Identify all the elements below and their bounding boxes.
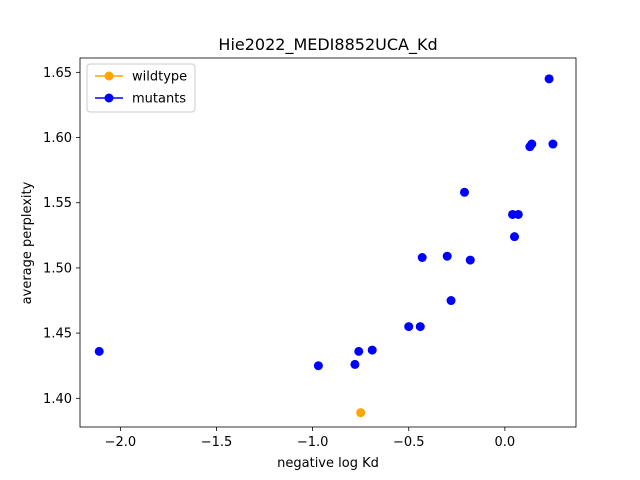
data-point-mutants (548, 139, 558, 149)
data-point-mutants (404, 322, 414, 332)
plot-area: −2.0 −1.5 −1.0 −0.5 0.0 1.40 1.45 1.50 1.55 1.60 1… (43, 57, 577, 450)
y-tick-label: 1.40 (43, 392, 72, 407)
data-point-mutants (350, 359, 360, 369)
y-tick-label: 1.50 (43, 261, 72, 276)
axes-frame (79, 57, 577, 428)
y-tick-label: 1.55 (43, 196, 72, 211)
x-tick-label: −0.5 (393, 435, 425, 450)
data-point-mutants (94, 346, 104, 356)
data-point-mutants (513, 209, 523, 219)
y-axis-label: average perplexity (20, 181, 35, 304)
y-tick-label: 1.45 (43, 327, 72, 342)
chart-title: Hie2022_MEDI8852UCA_Kd (218, 35, 437, 55)
data-point-mutants (544, 74, 554, 84)
x-tick-label: −1.0 (297, 435, 329, 450)
data-point-mutants (459, 187, 469, 197)
x-axis-label: negative log Kd (277, 456, 379, 471)
legend-label-mutants: mutants (132, 92, 186, 107)
data-point-mutants (415, 322, 425, 332)
data-point-wildtype (356, 408, 366, 418)
x-tick-label: 0.0 (495, 435, 516, 450)
legend-marker-wildtype (104, 71, 114, 81)
data-point-mutants (465, 255, 475, 265)
y-tick-label: 1.65 (43, 66, 72, 81)
data-point-mutants (354, 346, 364, 356)
x-tick-label: −2.0 (105, 435, 137, 450)
data-point-mutants (446, 296, 456, 306)
x-tick-label: −1.5 (201, 435, 233, 450)
data-point-mutants (417, 252, 427, 262)
data-point-mutants (313, 361, 323, 371)
data-point-mutants (367, 345, 377, 355)
data-point-mutants (527, 139, 537, 149)
legend-marker-mutants (104, 93, 114, 103)
data-point-mutants (442, 251, 452, 261)
data-point-mutants (509, 232, 519, 242)
legend-label-wildtype: wildtype (132, 70, 187, 85)
y-tick-label: 1.60 (43, 131, 72, 146)
